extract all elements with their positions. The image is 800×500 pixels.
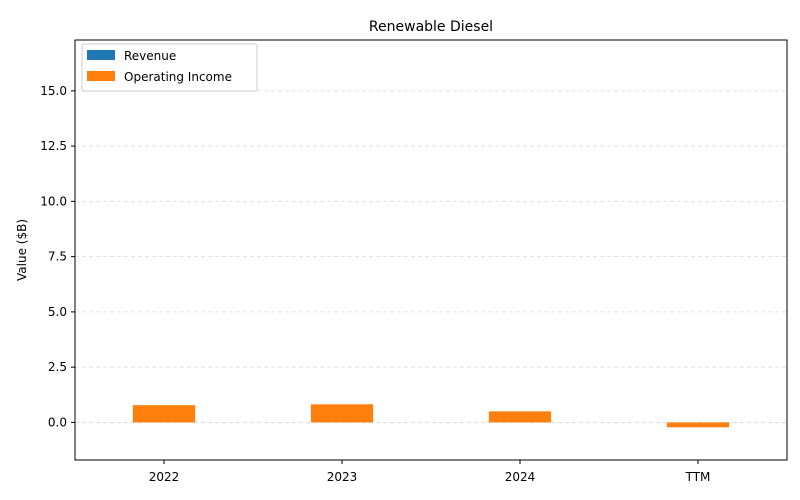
y-tick-label: 0.0 <box>48 415 67 429</box>
chart-title: Renewable Diesel <box>369 19 493 35</box>
y-tick-label: 5.0 <box>48 305 67 319</box>
y-axis-label: Value ($B) <box>15 219 29 281</box>
y-tick-label: 10.0 <box>40 194 67 208</box>
plot-frame <box>74 39 788 461</box>
legend: Revenue Operating Income <box>81 43 258 92</box>
bar-operating-income-2022 <box>132 405 196 423</box>
legend-label-revenue: Revenue <box>124 49 176 63</box>
legend-label-operating-income: Operating Income <box>124 70 232 84</box>
bars-layer <box>132 404 730 428</box>
y-tick-label: 7.5 <box>48 250 67 264</box>
y-tick-label: 12.5 <box>40 139 67 153</box>
bar-operating-income-2023 <box>310 404 374 423</box>
y-tick-label: 2.5 <box>48 360 67 374</box>
legend-swatch-revenue <box>87 50 115 60</box>
bar-operating-income-ttm <box>666 422 730 428</box>
bar-operating-income-2024 <box>488 411 552 423</box>
x-tick-label: TTM <box>685 470 711 484</box>
x-tick-label: 2023 <box>327 470 358 484</box>
x-tick-label: 2022 <box>149 470 180 484</box>
y-axis: 0.0 2.5 5.0 7.5 10.0 12.5 15.0 <box>40 84 75 429</box>
x-tick-label: 2024 <box>505 470 536 484</box>
x-axis: 2022 2023 2024 TTM <box>149 460 711 484</box>
legend-swatch-operating-income <box>87 71 115 81</box>
legend-box <box>81 43 258 92</box>
y-tick-label: 15.0 <box>40 84 67 98</box>
grid-layer <box>75 90 787 423</box>
